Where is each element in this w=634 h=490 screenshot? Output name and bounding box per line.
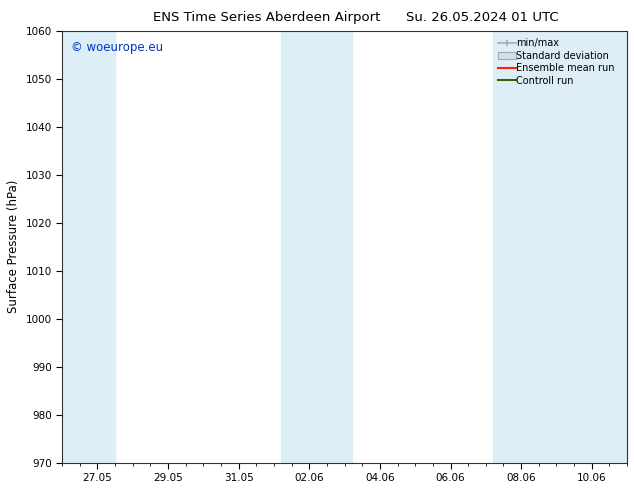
Text: © woeurope.eu: © woeurope.eu (70, 41, 163, 54)
Y-axis label: Surface Pressure (hPa): Surface Pressure (hPa) (7, 180, 20, 313)
Text: Su. 26.05.2024 01 UTC: Su. 26.05.2024 01 UTC (406, 11, 558, 24)
Bar (281, 30, 352, 463)
Legend: min/max, Standard deviation, Ensemble mean run, Controll run: min/max, Standard deviation, Ensemble me… (496, 35, 622, 89)
Bar (493, 30, 627, 463)
Text: ENS Time Series Aberdeen Airport: ENS Time Series Aberdeen Airport (153, 11, 380, 24)
Bar (62, 30, 115, 463)
